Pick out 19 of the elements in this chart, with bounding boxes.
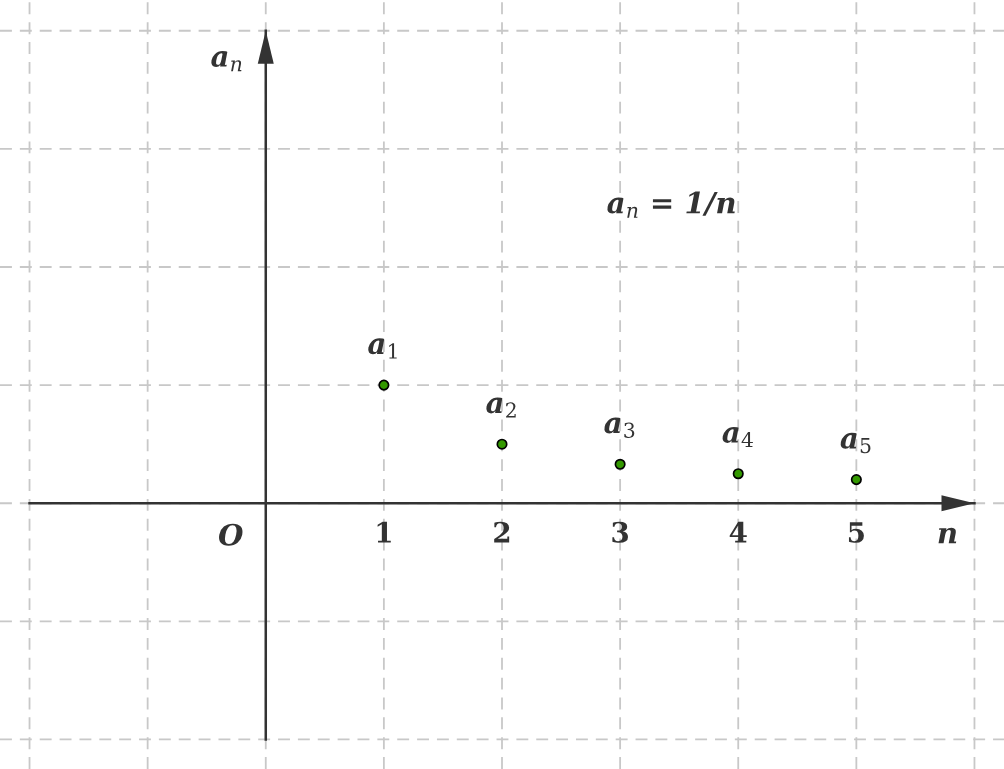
text: a$_{n}$ (211, 51, 242, 72)
point (850, 474, 862, 486)
annotation: a$_{2}$ (486, 397, 516, 418)
x-tick-label: 1 (377, 521, 391, 543)
text: O (219, 523, 243, 546)
point (614, 458, 626, 470)
annotation: a$_{1}$ (368, 338, 397, 359)
x-tick-label: 2 (494, 521, 510, 543)
x-tick-label: 3 (612, 521, 629, 543)
text: a$_{n}$ = 1/n (607, 191, 735, 218)
annotation: a$_{3}$ (604, 417, 635, 438)
point (378, 379, 390, 391)
x-tick-label: 4 (729, 521, 747, 543)
x-tick-label: 5 (848, 522, 864, 543)
x-axis-title: n (938, 527, 957, 544)
point (732, 468, 744, 480)
point (496, 438, 508, 450)
annotation: a$_{4}$ (722, 426, 753, 448)
annotation: a$_{5}$ (840, 432, 871, 454)
